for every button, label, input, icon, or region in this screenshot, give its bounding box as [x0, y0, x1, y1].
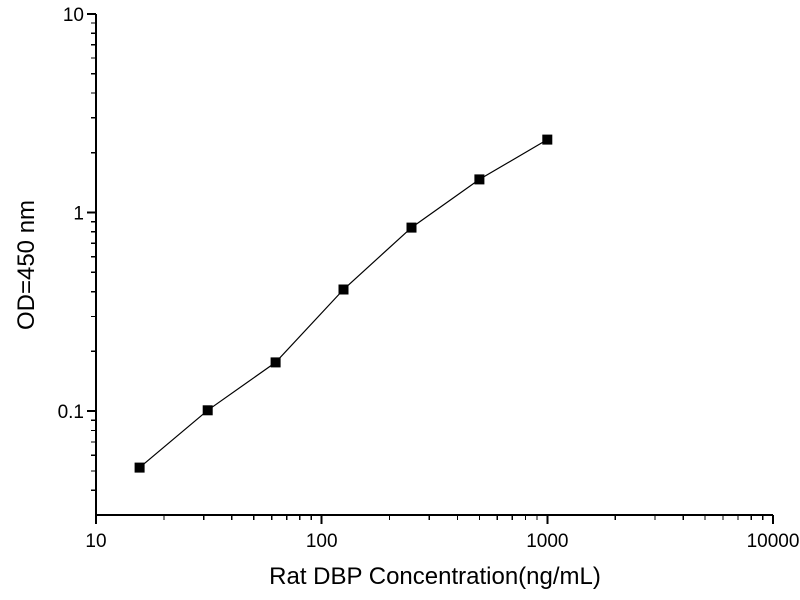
y-tick-label: 10	[63, 5, 84, 26]
x-tick-label: 10	[85, 531, 106, 552]
chart-layer: 0.1 1 10 10 100 1000 10000	[58, 5, 800, 552]
y-axis-title: OD=450 nm	[13, 200, 40, 330]
data-point-marker	[474, 174, 485, 185]
y-tick-label: 1	[73, 204, 84, 225]
x-axis-title: Rat DBP Concentration(ng/mL)	[269, 563, 601, 590]
x-tick-label: 10000	[747, 531, 800, 552]
data-point-marker	[338, 284, 349, 295]
x-tick-label: 100	[306, 531, 338, 552]
x-tick-label: 1000	[526, 531, 568, 552]
y-tick-label: 0.1	[58, 402, 84, 423]
axis-spines	[95, 14, 773, 516]
data-point-marker	[406, 222, 417, 233]
data-point-marker	[134, 462, 145, 473]
data-point-marker	[270, 357, 281, 368]
series-line	[139, 139, 548, 469]
data-point-marker	[202, 405, 213, 416]
data-point-marker	[542, 134, 553, 145]
